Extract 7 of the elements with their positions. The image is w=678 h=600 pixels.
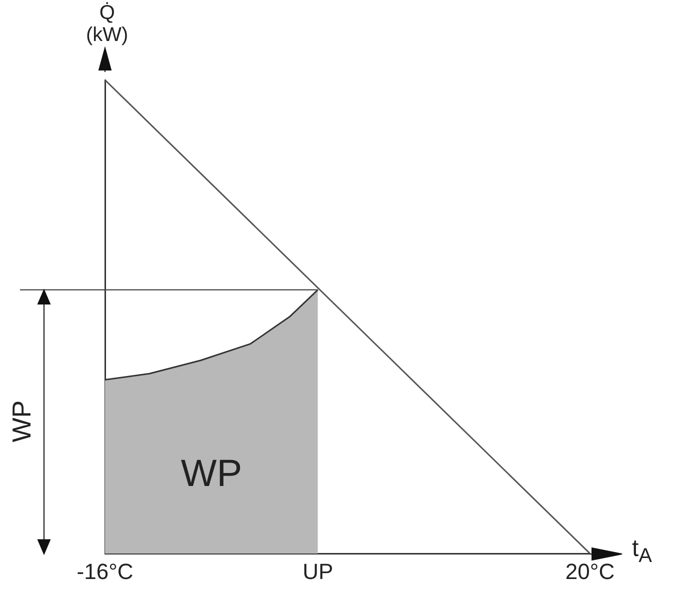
y-axis-title: Q̇ (kW) (86, 2, 128, 46)
x-tick-label: UP (302, 558, 334, 584)
series-label: WP (180, 453, 242, 496)
x-tick-label: 20°C (565, 558, 615, 584)
x-tick-label: -16°C (76, 558, 134, 584)
x-axis-title: t$_{A}$ (632, 535, 652, 567)
text: WP (6, 400, 37, 442)
